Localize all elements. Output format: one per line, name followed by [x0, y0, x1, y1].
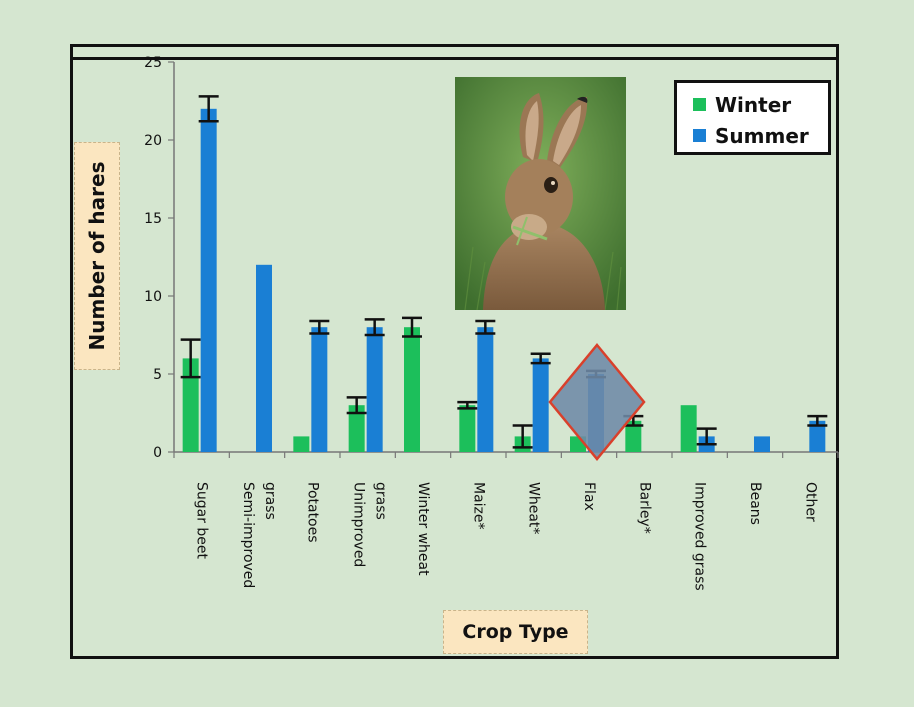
bar-summer-10: [754, 436, 770, 452]
y-tick-label-1: 5: [153, 367, 162, 383]
x-axis-label: Crop Type: [443, 610, 588, 654]
category-label-4: Winter wheat: [415, 482, 431, 576]
chart-frame: [70, 44, 839, 659]
bar-winter-4: [404, 327, 420, 452]
error-bar-winter-0: [180, 338, 201, 379]
y-tick-label-5: 25: [144, 55, 162, 71]
y-tick-label-3: 15: [144, 211, 162, 227]
error-bar-summer-6: [530, 352, 551, 365]
legend-item-summer: Summer: [693, 120, 828, 151]
y-tick-label-4: 20: [144, 133, 162, 149]
bar-winter-5: [459, 405, 476, 452]
legend-swatch-summer: [693, 129, 706, 142]
error-bar-winter-6: [512, 424, 533, 449]
bar-summer-0: [200, 108, 217, 453]
bar-winter-3: [348, 405, 365, 452]
category-label-6: Wheat*: [526, 482, 542, 534]
bar-winter-8: [625, 420, 642, 452]
chart-top-line: [70, 57, 839, 60]
bar-winter-2: [293, 436, 310, 452]
y-tick-label-2: 10: [144, 289, 162, 305]
bar-summer-2: [311, 327, 328, 452]
legend-label-summer: Summer: [715, 123, 809, 148]
y-axis-label-box: [74, 142, 120, 370]
bar-summer-1: [256, 264, 272, 452]
category-label-1-line-0: Semi-improved: [240, 482, 256, 588]
category-label-7: Flax: [581, 482, 597, 511]
legend-label-winter: Winter: [715, 92, 792, 117]
category-label-1-line-1: grass: [262, 482, 278, 520]
error-bar-summer-5: [475, 319, 496, 335]
category-label-0: Sugar beet: [194, 482, 210, 560]
category-label-5: Maize*: [470, 482, 486, 530]
error-bar-winter-5: [457, 400, 478, 410]
bar-summer-5: [477, 327, 494, 452]
legend: Winter Summer: [674, 80, 831, 155]
category-label-8: Barley*: [636, 482, 652, 534]
error-bar-winter-3: [346, 396, 367, 415]
category-label-3-line-1: grass: [373, 482, 389, 520]
bar-summer-3: [366, 327, 383, 452]
error-bar-summer-0: [198, 95, 219, 123]
bar-summer-6: [532, 358, 549, 452]
error-bar-summer-11: [807, 414, 828, 427]
y-tick-label-0: 0: [153, 445, 162, 461]
highlight-diamond: [548, 343, 646, 461]
bar-summer-11: [809, 420, 826, 452]
bar-winter-9: [680, 405, 697, 452]
error-bar-summer-2: [309, 319, 330, 335]
hare-photo: [455, 77, 626, 310]
legend-item-winter: Winter: [693, 89, 828, 120]
category-label-10: Beans: [747, 482, 763, 525]
category-label-3-line-0: Unimproved: [351, 482, 367, 567]
category-label-9: Improved grass: [692, 482, 708, 591]
legend-swatch-winter: [693, 98, 706, 111]
error-bar-summer-3: [364, 318, 385, 337]
error-bar-summer-9: [696, 427, 717, 446]
error-bar-winter-4: [402, 316, 422, 338]
category-label-11: Other: [802, 482, 818, 522]
category-label-2: Potatoes: [304, 482, 320, 543]
bar-winter-0: [182, 358, 199, 452]
